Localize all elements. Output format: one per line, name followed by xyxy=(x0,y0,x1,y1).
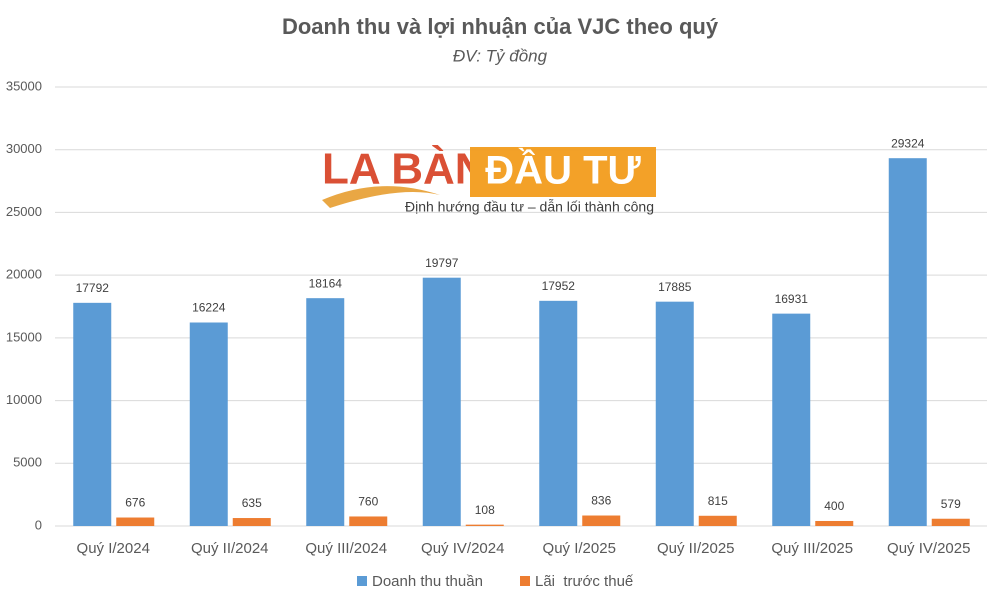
y-tick-label: 10000 xyxy=(6,392,42,407)
x-tick-label: Quý I/2025 xyxy=(543,540,616,557)
x-tick-label: Quý III/2024 xyxy=(305,540,387,557)
bar xyxy=(73,302,112,526)
data-label: 760 xyxy=(358,495,378,509)
y-tick-label: 5000 xyxy=(13,455,42,470)
bar xyxy=(465,524,504,526)
legend-swatch xyxy=(357,576,367,586)
y-tick-label: 20000 xyxy=(6,267,42,282)
data-label: 17792 xyxy=(76,281,110,295)
chart-subtitle: ĐV: Tỷ đồng xyxy=(453,46,548,65)
data-label: 17952 xyxy=(542,279,576,293)
legend-label: Lãi trước thuế xyxy=(535,573,634,590)
bar xyxy=(655,301,694,526)
watermark-brand-left: LA BÀN xyxy=(322,144,487,194)
y-tick-label: 15000 xyxy=(6,329,42,344)
data-label: 17885 xyxy=(658,280,692,294)
bar xyxy=(349,516,388,526)
data-label: 29324 xyxy=(891,136,925,150)
data-label: 16931 xyxy=(775,292,809,306)
data-label: 19797 xyxy=(425,256,459,270)
chart-title: Doanh thu và lợi nhuận của VJC theo quý xyxy=(282,14,719,39)
x-tick-label: Quý IV/2024 xyxy=(421,540,504,557)
x-tick-label: Quý I/2024 xyxy=(77,540,150,557)
y-tick-label: 30000 xyxy=(6,141,42,156)
x-tick-label: Quý IV/2025 xyxy=(887,540,970,557)
data-label: 836 xyxy=(591,494,611,508)
x-tick-label: Quý II/2024 xyxy=(191,540,269,557)
x-tick-label: Quý II/2025 xyxy=(657,540,735,557)
bar xyxy=(306,298,345,526)
data-label: 815 xyxy=(708,494,728,508)
data-label: 16224 xyxy=(192,301,226,315)
bar xyxy=(422,277,461,526)
bar xyxy=(582,515,621,526)
data-label: 18164 xyxy=(309,276,343,290)
bar xyxy=(189,322,228,526)
data-label: 676 xyxy=(125,496,145,510)
data-label: 579 xyxy=(941,497,961,511)
bar xyxy=(116,517,155,526)
bar xyxy=(232,518,271,526)
watermark: LA BÀN ĐẦU TƯ Định hướng đầu tư – dẫn lố… xyxy=(322,144,656,215)
logo-box xyxy=(470,147,656,197)
bar xyxy=(931,518,970,526)
bar xyxy=(888,158,927,527)
legend-label: Doanh thu thuần xyxy=(372,573,483,590)
watermark-tagline: Định hướng đầu tư – dẫn lối thành công xyxy=(405,199,654,215)
bar xyxy=(772,313,811,526)
logo-swoosh xyxy=(322,186,440,208)
bar xyxy=(698,515,737,526)
y-tick-label: 0 xyxy=(35,517,42,532)
data-label: 108 xyxy=(475,503,495,517)
bar xyxy=(539,300,578,526)
data-label: 400 xyxy=(824,499,844,513)
data-label: 635 xyxy=(242,496,262,510)
y-tick-label: 35000 xyxy=(6,78,42,93)
y-tick-label: 25000 xyxy=(6,204,42,219)
watermark-brand-right: ĐẦU TƯ xyxy=(485,147,641,193)
bar xyxy=(815,520,854,526)
legend-swatch xyxy=(520,576,530,586)
x-tick-label: Quý III/2025 xyxy=(771,540,853,557)
